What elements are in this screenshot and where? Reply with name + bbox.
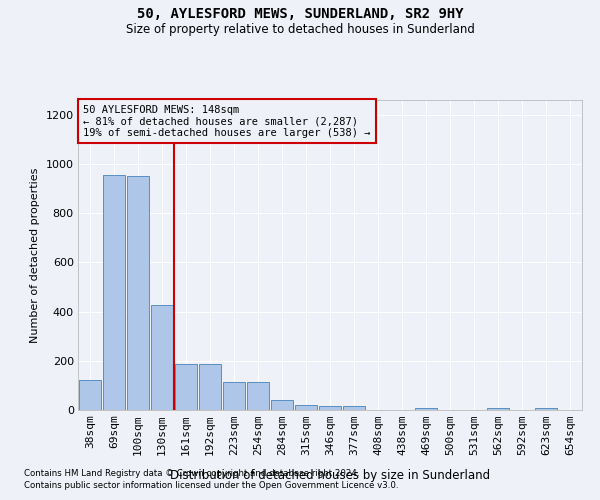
Bar	[103, 175, 125, 410]
Bar	[535, 408, 557, 410]
Text: 50, AYLESFORD MEWS, SUNDERLAND, SR2 9HY: 50, AYLESFORD MEWS, SUNDERLAND, SR2 9HY	[137, 8, 463, 22]
Bar	[415, 408, 437, 410]
Bar	[319, 406, 341, 410]
Y-axis label: Number of detached properties: Number of detached properties	[30, 168, 40, 342]
Bar	[127, 176, 149, 410]
Bar	[199, 364, 221, 410]
Text: Size of property relative to detached houses in Sunderland: Size of property relative to detached ho…	[125, 22, 475, 36]
Bar	[247, 382, 269, 410]
Bar	[175, 364, 197, 410]
Text: Contains public sector information licensed under the Open Government Licence v3: Contains public sector information licen…	[24, 481, 398, 490]
Text: 50 AYLESFORD MEWS: 148sqm
← 81% of detached houses are smaller (2,287)
19% of se: 50 AYLESFORD MEWS: 148sqm ← 81% of detac…	[83, 104, 371, 138]
Bar	[487, 408, 509, 410]
Bar	[295, 405, 317, 410]
Text: Contains HM Land Registry data © Crown copyright and database right 2024.: Contains HM Land Registry data © Crown c…	[24, 468, 359, 477]
Bar	[151, 306, 173, 410]
Bar	[79, 380, 101, 410]
X-axis label: Distribution of detached houses by size in Sunderland: Distribution of detached houses by size …	[170, 468, 490, 481]
Bar	[343, 406, 365, 410]
Bar	[223, 382, 245, 410]
Bar	[271, 400, 293, 410]
